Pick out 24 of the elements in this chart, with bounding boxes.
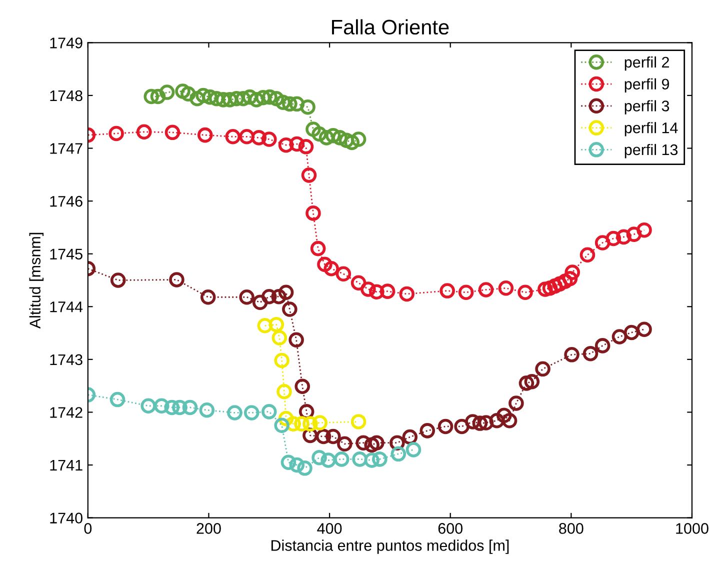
legend-label: perfil 9 xyxy=(624,78,670,93)
legend-label: perfil 2 xyxy=(624,56,669,71)
x-axis-title: Distancia entre puntos medidos [m] xyxy=(271,540,509,554)
y-tick-label: 1749 xyxy=(50,38,82,48)
y-tick-label: 1746 xyxy=(50,196,82,207)
chart-title: Falla Oriente xyxy=(332,19,449,35)
y-tick-label: 1748 xyxy=(50,90,82,102)
y-tick-label: 1741 xyxy=(50,460,82,471)
y-tick-label: 1742 xyxy=(50,407,82,418)
x-tick-label: 200 xyxy=(196,523,221,534)
y-tick-label: 1744 xyxy=(50,302,83,312)
y-tick-label: 1747 xyxy=(50,143,82,154)
x-tick-label: 400 xyxy=(317,523,342,534)
legend-label: perfil 3 xyxy=(624,100,670,114)
legend-label: perfil 13 xyxy=(624,144,678,158)
x-tick-label: 800 xyxy=(559,523,584,534)
y-axis-title: Altitud [msnm] xyxy=(29,232,44,329)
x-tick-label: 0 xyxy=(84,523,92,534)
x-tick-label: 1000 xyxy=(676,523,708,534)
x-tick-label: 600 xyxy=(438,523,463,534)
y-tick-label: 1740 xyxy=(50,512,82,524)
y-tick-label: 1745 xyxy=(50,248,82,260)
legend-label: perfil 14 xyxy=(624,122,678,136)
y-tick-label: 1743 xyxy=(50,354,82,366)
